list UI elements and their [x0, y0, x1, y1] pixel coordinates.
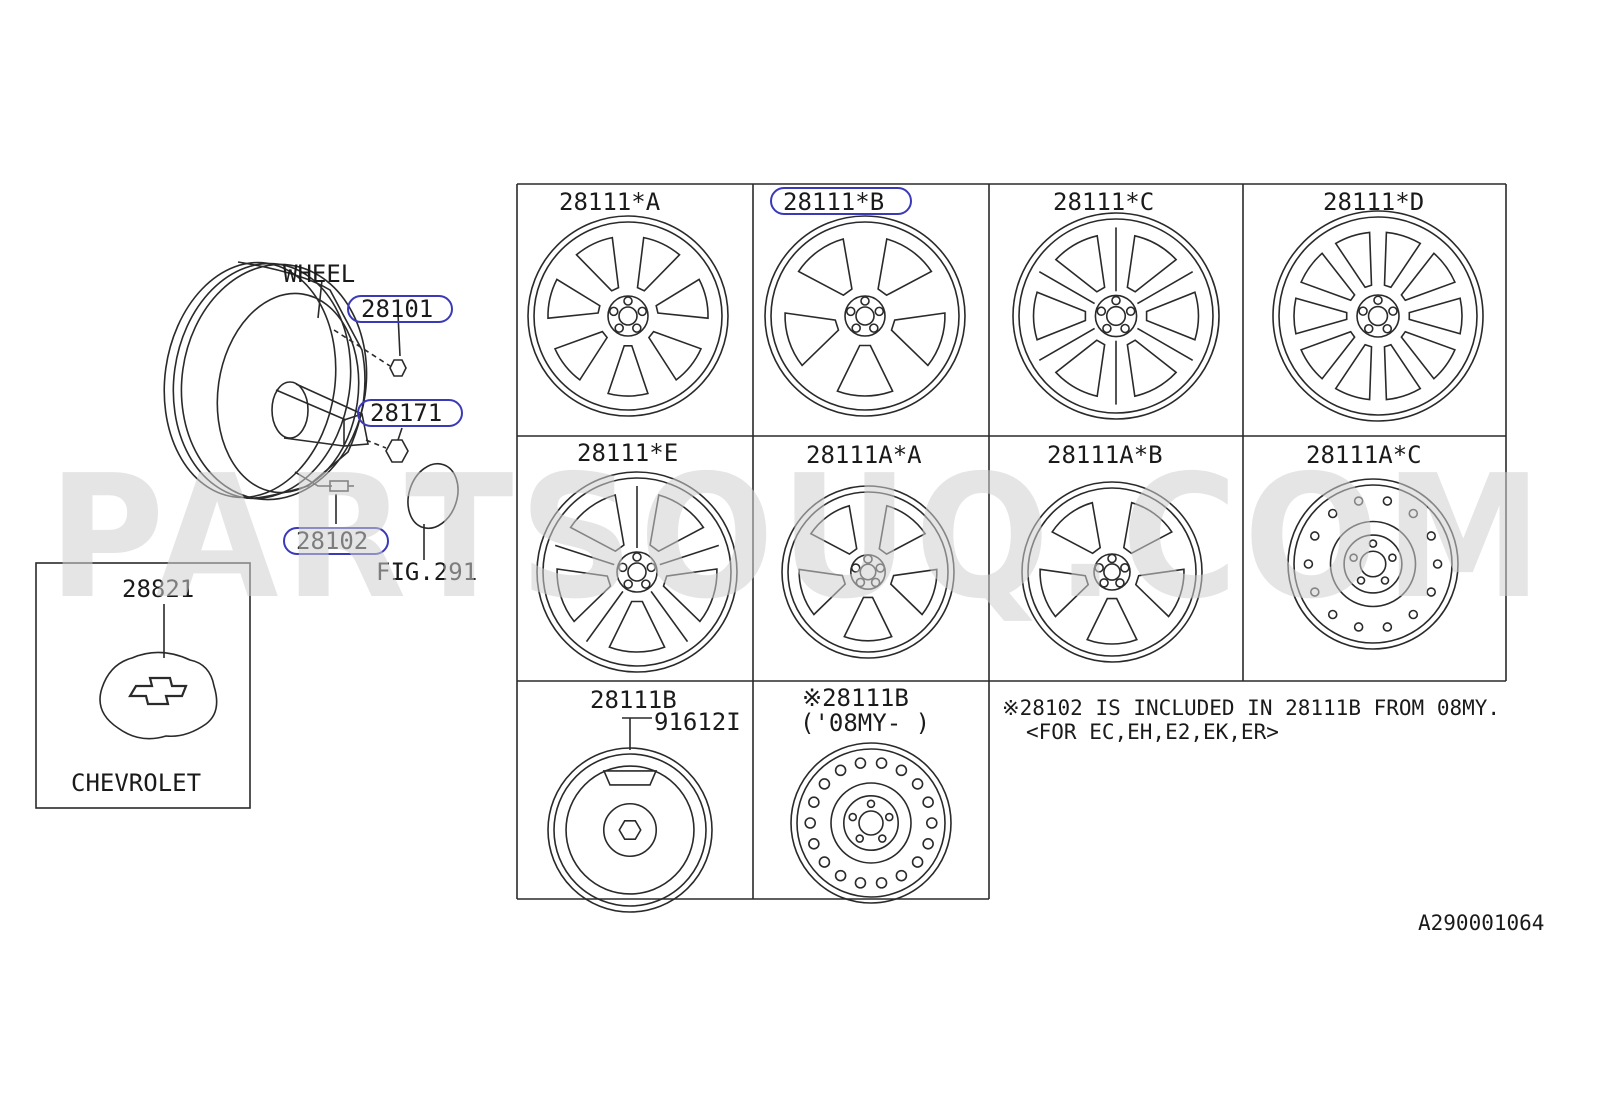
note-line-1: ※28102 IS INCLUDED IN 28111B FROM 08MY.: [1002, 696, 1500, 720]
grid-label-28111-e[interactable]: 28111*E: [577, 439, 678, 467]
wheel-five-window-icon[interactable]: [764, 215, 966, 417]
callout-28171[interactable]: 28171: [370, 399, 442, 427]
grid-label-28111-b-highlight: [770, 187, 912, 215]
note-line-2: <FOR EC,EH,E2,EK,ER>: [1026, 720, 1279, 744]
wheel-drawings: [527, 210, 1484, 913]
callout-28102-highlight: [283, 527, 389, 555]
fig-ref-label[interactable]: FIG.291: [376, 558, 477, 586]
grid-label-28111-b[interactable]: 28111*B: [783, 188, 884, 216]
wheel-ten-spoke-icon[interactable]: [1272, 210, 1484, 422]
wheel-five-double-spoke-icon[interactable]: [536, 471, 738, 673]
grid-sublabel-91612i[interactable]: 91612I: [654, 708, 741, 736]
wheel-label: WHEEL: [283, 260, 355, 288]
wheel-six-twin-spoke-icon[interactable]: [1012, 212, 1220, 420]
grid-label-28111a-c[interactable]: 28111A*C: [1306, 441, 1422, 469]
grid-label-28111-c[interactable]: 28111*C: [1053, 188, 1154, 216]
grid-label-28111a-b[interactable]: 28111A*B: [1047, 441, 1163, 469]
wheel-five-spoke-icon[interactable]: [781, 485, 955, 659]
grid-label-28111b-star[interactable]: ※28111B: [802, 684, 909, 712]
callout-28102[interactable]: 28102: [296, 527, 368, 555]
wheel-assembly: [163, 261, 459, 560]
wheel-steel-holes-icon[interactable]: [790, 742, 952, 904]
diagram-code: A290001064: [1418, 911, 1544, 935]
chevrolet-center-cap-icon: [99, 651, 218, 740]
grid-sublabel-08my: ('08MY- ): [800, 709, 930, 737]
callout-28101-highlight: [347, 295, 453, 323]
wheel-steel-icon[interactable]: [1287, 478, 1459, 650]
chevrolet-box: [35, 562, 251, 809]
wheel-grid: [516, 183, 1507, 900]
wheel-spare-icon[interactable]: [547, 747, 713, 913]
grid-label-28111-a[interactable]: 28111*A: [559, 188, 661, 216]
wheel-five-window-b-icon[interactable]: [1021, 481, 1203, 663]
callout-28101[interactable]: 28101: [361, 295, 433, 323]
chevrolet-part-number[interactable]: 28821: [122, 575, 194, 603]
watermark: PARTSOUQ.COM: [48, 439, 1548, 637]
chevrolet-brand-label: CHEVROLET: [71, 769, 201, 797]
grid-label-28111a-a[interactable]: 28111A*A: [806, 441, 922, 469]
callout-28171-highlight: [357, 399, 463, 427]
grid-label-28111b[interactable]: 28111B: [590, 686, 677, 714]
wheel-seven-split-spoke-icon[interactable]: [527, 215, 729, 417]
